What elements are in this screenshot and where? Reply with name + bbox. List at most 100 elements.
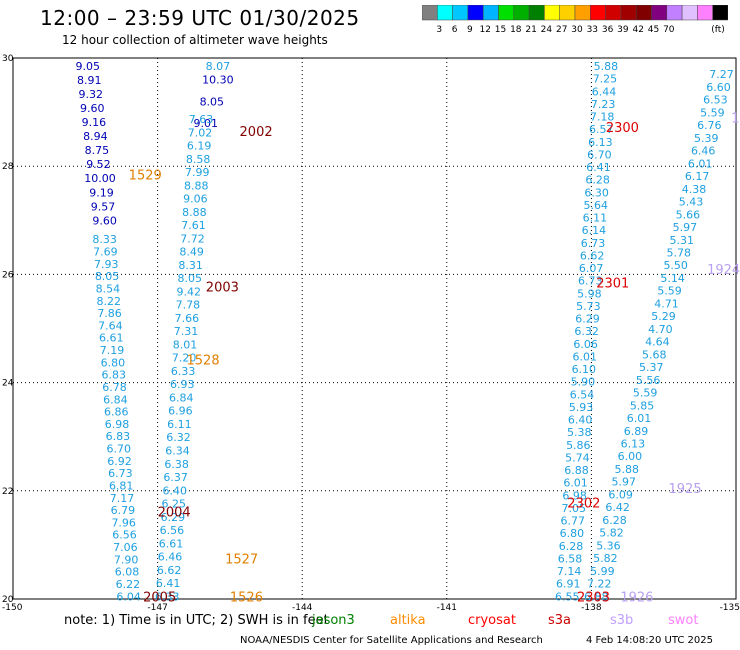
wave-height-value: 6.28: [602, 514, 627, 527]
wave-height-value: 6.78: [102, 381, 127, 394]
wave-height-value: 6.13: [588, 136, 613, 149]
wave-height-value: 7.78: [176, 299, 201, 312]
pass-label: 2302: [567, 497, 600, 512]
wave-height-value: 7.17: [110, 492, 135, 505]
wave-height-value: 5.38: [567, 426, 592, 439]
mission-legend: jason3 altika cryosat s3a s3b swot: [0, 613, 740, 629]
wave-height-value: 6.57: [589, 123, 614, 136]
wave-height-value: 9.01: [194, 117, 219, 130]
wave-height-value: 7.19: [100, 344, 125, 357]
x-tick-label: -150: [2, 603, 23, 613]
pass-label: 1527: [225, 552, 258, 567]
wave-height-value: 7.99: [185, 166, 210, 179]
wave-height-value: 6.73: [108, 467, 133, 480]
wave-height-value: 6.61: [159, 537, 184, 550]
wave-height-value: 8.05: [177, 272, 202, 285]
x-tick-label: -141: [437, 603, 457, 613]
wave-height-value: 5.97: [673, 221, 698, 234]
wave-height-value: 6.92: [107, 455, 132, 468]
legend-label: 12: [479, 25, 490, 35]
wave-height-value: 6.86: [104, 406, 129, 419]
wave-height-value: 8.75: [85, 144, 110, 157]
wave-height-value: 5.97: [611, 476, 636, 489]
wave-height-value: 5.99: [590, 565, 615, 578]
pass-label: 2300: [606, 121, 639, 136]
wave-height-value: 8.49: [179, 246, 204, 259]
wave-height-value: 8.01: [173, 338, 198, 351]
mission-jason3: jason3: [312, 613, 355, 628]
wave-height-value: 6.53: [703, 94, 728, 107]
wave-height-value: 5.88: [594, 60, 619, 73]
wave-height-value: 6.76: [697, 119, 722, 132]
wave-height-value: 5.85: [630, 399, 655, 412]
wave-height-value: 6.10: [572, 363, 597, 376]
wave-height-value: 8.07: [206, 60, 231, 73]
wave-height-value: 8.22: [96, 295, 121, 308]
legend-label: 30: [571, 25, 583, 35]
wave-height-value: 6.30: [584, 186, 609, 199]
wave-height-value: 6.58: [558, 552, 583, 565]
wave-height-value: 8.54: [96, 282, 121, 295]
y-tick-label: 20: [2, 595, 14, 605]
credit-text: NOAA/NESDIS Center for Satellite Applica…: [240, 635, 543, 646]
wave-height-value: 6.01: [563, 477, 588, 490]
wave-height-value: 9.05: [75, 60, 100, 73]
wave-height-value: 9.16: [82, 116, 107, 129]
wave-height-value: 8.05: [95, 270, 120, 283]
wave-height-value: 5.68: [642, 348, 667, 361]
wave-height-value: 6.41: [156, 577, 181, 590]
wave-height-value: 6.01: [627, 412, 652, 425]
wave-height-value: 7.27: [709, 68, 734, 81]
wave-height-value: 6.41: [586, 161, 611, 174]
wave-height-value: 8.88: [184, 179, 209, 192]
wave-height-value: 7.96: [111, 516, 136, 529]
wave-height-value: 6.33: [155, 590, 180, 603]
legend-label: 36: [602, 25, 614, 35]
legend-label: 6: [452, 25, 458, 35]
wave-height-value: 5.43: [679, 196, 704, 209]
wave-height-value: 6.32: [166, 431, 191, 444]
pass-label: 1926: [620, 590, 653, 605]
x-tick-label: -147: [147, 603, 167, 613]
wave-height-value: 7.31: [174, 325, 199, 338]
wave-height-value: 7.66: [175, 312, 200, 325]
wave-height-value: 9.42: [177, 285, 202, 298]
wave-height-value: 6.34: [165, 444, 190, 457]
wave-height-value: 5.31: [670, 234, 695, 247]
wave-height-value: 7.23: [591, 98, 616, 111]
wave-height-value: 6.28: [585, 174, 610, 187]
pass-label: 2003: [206, 280, 239, 295]
page-subtitle: 12 hour collection of altimeter wave hei…: [62, 33, 328, 47]
wave-height-value: 6.70: [587, 148, 612, 161]
wave-height-value: 6.00: [618, 450, 643, 463]
legend-label: 45: [648, 25, 659, 35]
legend-label: 33: [587, 25, 598, 35]
wave-height-value: 5.29: [651, 310, 676, 323]
x-tick-label: -138: [581, 603, 602, 613]
wave-height-value: 7.61: [181, 219, 206, 232]
wave-height-value: 6.25: [162, 498, 187, 511]
wave-height-value: 8.58: [186, 153, 211, 166]
generation-timestamp: 4 Feb 14:08:20 UTC 2025: [586, 635, 713, 646]
y-tick-label: 24: [2, 379, 14, 389]
wave-height-value: 5.86: [566, 439, 591, 452]
pass-label: 1528: [187, 353, 220, 368]
wave-height-value: 6.93: [170, 378, 195, 391]
wave-height-value: 5.82: [599, 527, 624, 540]
wave-height-value: 6.04: [116, 590, 141, 603]
track-f: 5.887.256.447.237.186.576.136.706.416.28…: [555, 60, 618, 603]
wave-height-value: 5.98: [577, 287, 602, 300]
wave-height-value: 6.37: [163, 471, 188, 484]
wave-height-value: 6.14: [582, 224, 607, 237]
wave-height-value: 6.83: [101, 369, 126, 382]
wave-height-value: 9.06: [183, 193, 208, 206]
wave-height-value: 6.29: [575, 313, 600, 326]
wave-height-value: 6.79: [111, 504, 136, 517]
legend-label: 39: [617, 25, 629, 35]
wave-height-value: 6.80: [560, 527, 585, 540]
wave-height-value: 6.13: [621, 437, 646, 450]
wave-height-value: 6.88: [584, 590, 609, 603]
y-tick-label: 22: [2, 487, 13, 497]
track-c: 8.07: [206, 60, 231, 73]
